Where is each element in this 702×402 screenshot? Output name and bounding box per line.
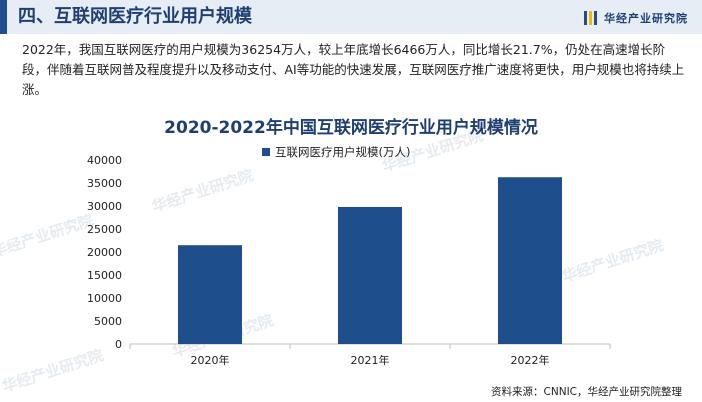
section-title: 四、互联网医疗行业用户规模 [18, 6, 252, 27]
bar [338, 206, 402, 344]
y-tick-label: 35000 [87, 177, 122, 190]
source-note: 资料来源：CNNIC，华经产业研究院整理 [491, 386, 682, 398]
brand-logo: 华经产业研究院 [584, 10, 688, 26]
legend-swatch [262, 148, 270, 156]
y-tick-label: 0 [115, 338, 122, 351]
y-tick-label: 25000 [87, 223, 122, 236]
y-tick-label: 15000 [87, 269, 122, 282]
section-header: 四、互联网医疗行业用户规模 华经产业研究院 [0, 0, 702, 34]
intro-paragraph: 2022年，我国互联网医疗的用户规模为36254万人，较上年底增长6466万人，… [22, 42, 685, 97]
brand-name: 华经产业研究院 [604, 12, 688, 25]
legend-label: 互联网医疗用户规模(万人) [275, 145, 410, 159]
y-tick-label: 5000 [94, 315, 122, 328]
x-tick-label: 2021年 [351, 353, 390, 367]
chart-title: 2020-2022年中国互联网医疗行业用户规模情况 [164, 118, 538, 138]
y-tick-label: 20000 [87, 246, 122, 259]
x-tick-label: 2022年 [511, 353, 550, 367]
y-tick-label: 40000 [87, 154, 122, 167]
x-tick-label: 2020年 [191, 353, 230, 367]
y-tick-label: 30000 [87, 200, 122, 213]
bar [178, 245, 242, 344]
y-tick-label: 10000 [87, 292, 122, 305]
bars-logo-icon [584, 11, 598, 25]
header-accent-bar [0, 0, 7, 34]
bar [498, 177, 562, 344]
